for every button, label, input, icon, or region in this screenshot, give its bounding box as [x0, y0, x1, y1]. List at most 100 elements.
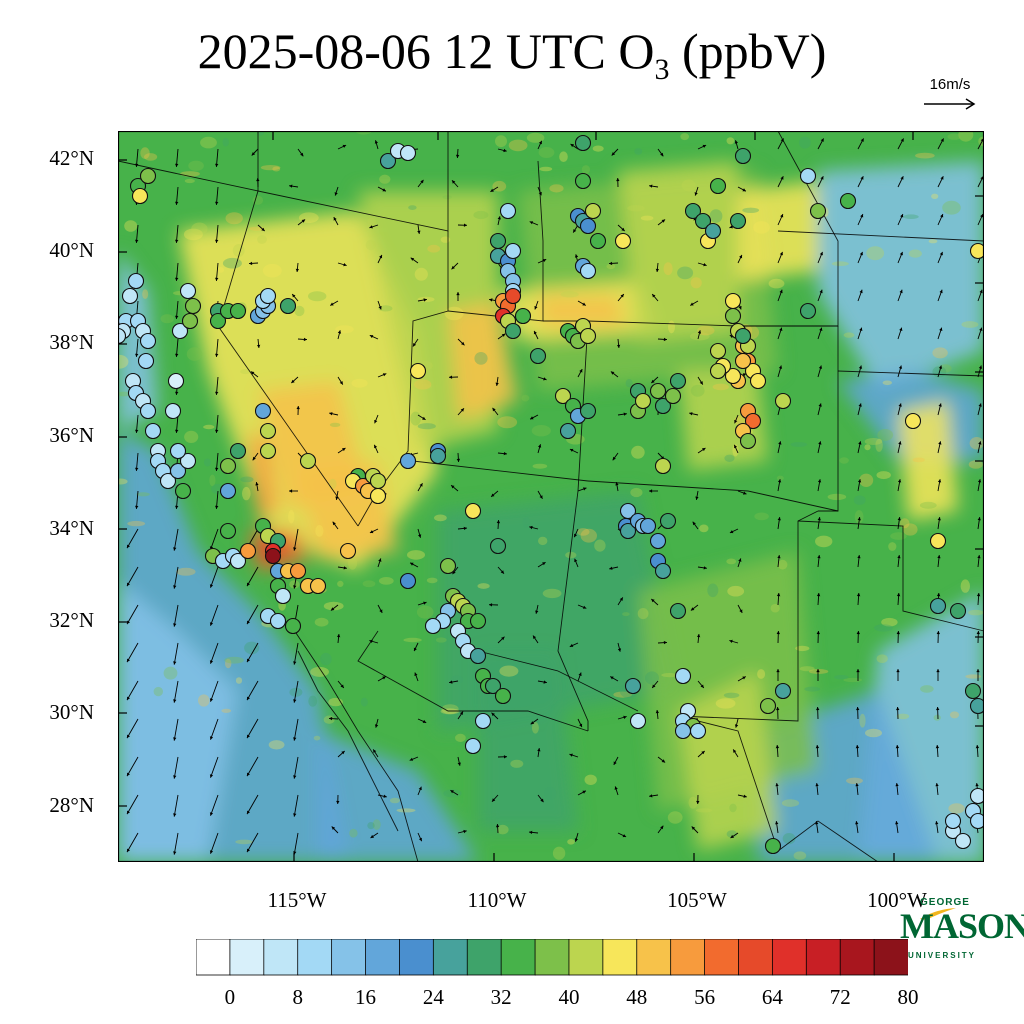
wind-arrow-head — [978, 365, 983, 369]
station-marker — [369, 472, 387, 490]
colorbar-tick-label: 48 — [626, 985, 648, 1009]
wind-arrow-head — [623, 715, 627, 719]
station-marker — [174, 482, 192, 500]
logo-line-1: GEORGE — [920, 897, 970, 908]
station-marker — [759, 697, 777, 715]
wind-arrow-head — [452, 180, 456, 184]
wind-arrow-head — [413, 647, 417, 652]
wind-arrow-head — [858, 403, 862, 407]
wind-arrow-head — [461, 341, 465, 346]
wind-arrow-head — [261, 227, 265, 231]
gmu-logo: GEORGE MASON UNIVERSITY — [898, 897, 1024, 967]
wind-arrow-head — [423, 601, 427, 605]
wind-arrow-head — [569, 448, 574, 452]
wind-arrow-head — [379, 609, 383, 613]
wind-arrow-head — [496, 520, 501, 524]
wind-arrow-head — [778, 365, 783, 369]
station-marker — [439, 557, 457, 575]
wind-arrow-head — [857, 479, 862, 483]
station-marker — [579, 402, 597, 420]
wind-arrow-head — [978, 403, 982, 407]
colorbar-tick-label: 0 — [224, 985, 236, 1009]
title-species: O — [618, 23, 655, 79]
wind-arrow-head — [936, 707, 940, 711]
wind-arrow-head — [335, 496, 339, 500]
wind-arrow-head — [374, 724, 379, 728]
station-marker — [674, 722, 692, 740]
wind-arrow-head — [649, 489, 653, 493]
wind-arrow-head — [651, 379, 655, 383]
wind-arrow-head — [655, 268, 659, 272]
wind-arrow-head — [935, 783, 939, 787]
colorbar-swatch — [704, 939, 740, 976]
wind-arrow-head — [209, 698, 214, 702]
wind-arrow-head — [135, 353, 139, 357]
colorbar-swatch — [568, 939, 604, 976]
wind-arrow — [246, 566, 259, 587]
wind-arrow-head — [703, 263, 707, 267]
wind-arrow-head — [343, 566, 347, 570]
wind-arrow-head — [692, 521, 696, 526]
station-marker — [489, 537, 507, 555]
wind-arrow-head — [410, 562, 414, 566]
wind-arrow-head — [127, 848, 130, 853]
wind-arrow-head — [418, 534, 422, 538]
wind-arrow — [126, 680, 139, 701]
wind-arrow-head — [938, 365, 943, 369]
colorbar-swatch — [399, 939, 435, 976]
wind-arrow-head — [533, 635, 537, 639]
wind-arrow-head — [652, 294, 656, 298]
wind-arrow-head — [780, 176, 784, 180]
wind-arrow-head — [936, 631, 940, 635]
wind-arrow-head — [501, 636, 505, 641]
wind-arrow-head — [815, 745, 820, 749]
wind-arrow-head — [816, 707, 820, 711]
wind-arrow — [173, 642, 179, 665]
wind-arrow-head — [534, 306, 538, 310]
colorbar-tick-label: 72 — [829, 985, 851, 1009]
station-marker — [944, 812, 962, 830]
border-line — [412, 460, 589, 482]
colorbar-swatch — [331, 939, 367, 976]
station-marker — [504, 287, 522, 305]
lat-label-32: 32°N — [49, 608, 94, 632]
wind-arrow-head — [817, 479, 822, 483]
wind-arrow-head — [127, 544, 130, 549]
colorbar-tick-label: 8 — [292, 985, 303, 1009]
station-marker — [399, 144, 417, 162]
wind-arrow-head — [937, 479, 942, 483]
wind-arrow-head — [456, 458, 461, 462]
station-marker — [299, 452, 317, 470]
wind-arrow — [210, 604, 219, 626]
station-marker — [259, 287, 277, 305]
wind-arrow-head — [696, 800, 700, 804]
wind-arrow — [210, 642, 219, 664]
wind-arrow-head — [370, 834, 374, 838]
wind-reference-label: 16m/s — [929, 76, 971, 93]
colorbar-swatch — [229, 939, 265, 976]
wind-arrow-head — [977, 479, 982, 483]
wind-arrow-head — [418, 786, 422, 791]
colorbar-tick-label: 40 — [558, 985, 580, 1009]
wind-arrow — [210, 566, 219, 588]
wind-arrow-head — [900, 214, 904, 218]
station-marker — [169, 462, 187, 480]
station-marker — [279, 297, 297, 315]
wind-arrow-head — [209, 660, 214, 664]
wind-arrow-head — [382, 188, 386, 192]
station-marker — [464, 737, 482, 755]
station-marker — [139, 402, 157, 420]
wind-arrow-head — [491, 493, 495, 497]
title-species-subscript: 3 — [654, 53, 670, 86]
wind-arrow-head — [503, 148, 507, 153]
wind-arrow-head — [574, 838, 578, 842]
station-marker — [229, 302, 247, 320]
wind-arrow-head — [247, 810, 250, 815]
wind-arrow-head — [247, 696, 250, 701]
lat-label-40: 40°N — [49, 238, 94, 262]
colorbar-swatch — [771, 939, 808, 976]
wind-arrow-head — [699, 381, 703, 385]
wind-arrow-head — [818, 441, 822, 445]
lon-label-100: 100°W — [867, 888, 927, 912]
wind-arrow-head — [856, 631, 860, 635]
